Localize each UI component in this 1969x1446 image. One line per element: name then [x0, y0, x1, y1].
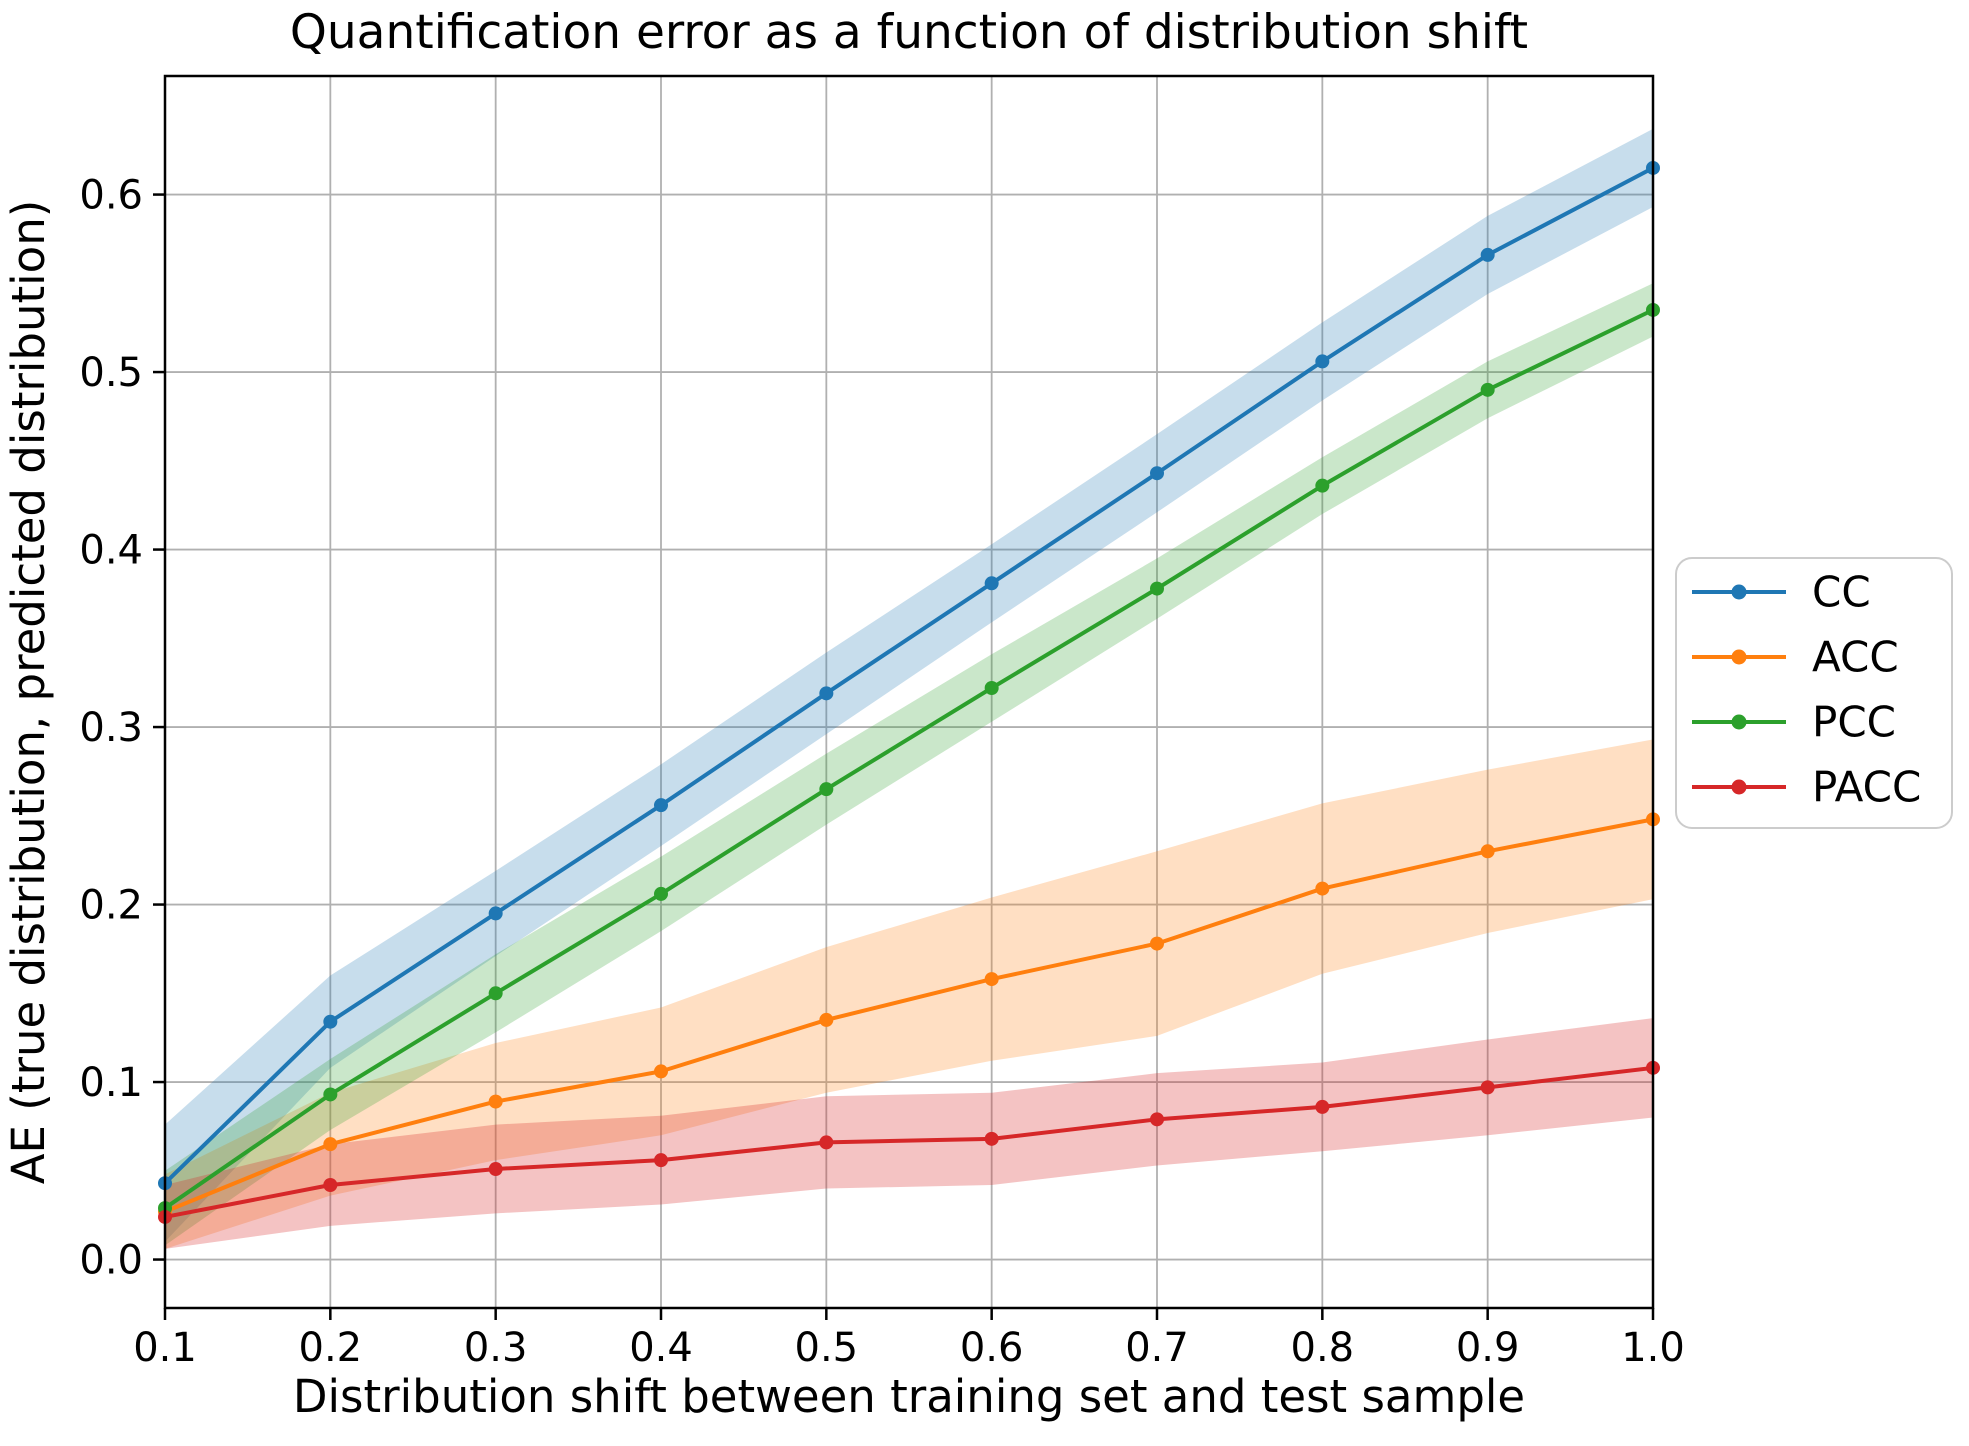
- y-tick-label-0.2: 0.2: [79, 883, 143, 929]
- y-axis-label: AE (true distribution, predicted distrib…: [2, 200, 55, 1185]
- marker-acc-x0.4: [654, 1064, 668, 1079]
- marker-cc-x0.2: [323, 1014, 338, 1029]
- marker-acc-x0.9: [1480, 844, 1495, 859]
- y-tick-label-0.4: 0.4: [79, 528, 143, 574]
- band-pacc: [165, 1018, 1653, 1249]
- plot-border: [163, 74, 1655, 1310]
- x-tick-label-0.4: 0.4: [629, 1325, 693, 1371]
- line-pacc: [163, 1065, 1655, 1219]
- marker-pcc-x0.9: [1480, 382, 1495, 397]
- marker-pcc-x0.7: [1150, 581, 1164, 596]
- legend-marker-pcc: [1731, 714, 1747, 730]
- marker-pacc-x0.7: [1150, 1112, 1164, 1127]
- legend-label-acc: ACC: [1812, 633, 1899, 682]
- legend-entry-acc: ACC: [1692, 633, 1899, 682]
- marker-cc-x0.4: [654, 798, 668, 813]
- marker-pcc-x0.4: [654, 886, 668, 901]
- marker-pacc-x0.6: [984, 1131, 999, 1146]
- legend-box: [1675, 557, 1953, 829]
- band-cc: [165, 128, 1653, 1242]
- axis-ticks: [153, 193, 1655, 1320]
- marker-cc-x0.7: [1150, 466, 1164, 481]
- y-tick-label-0.6: 0.6: [79, 173, 143, 219]
- x-tick-label-0.5: 0.5: [795, 1325, 859, 1371]
- legend-label-pacc: PACC: [1812, 763, 1921, 812]
- marker-pcc-x0.6: [984, 681, 999, 696]
- y-tick-label-0.5: 0.5: [79, 350, 143, 396]
- legend: CC ACC PCC PACC: [1675, 557, 1953, 829]
- confidence-bands: [165, 128, 1653, 1249]
- marker-cc-x0.6: [984, 576, 999, 591]
- x-tick-label-0.2: 0.2: [299, 1325, 363, 1371]
- x-tick-label-0.8: 0.8: [1291, 1325, 1355, 1371]
- marker-acc-x0.7: [1150, 936, 1164, 951]
- marker-acc-x0.5: [819, 1012, 834, 1027]
- legend-marker-pacc: [1731, 779, 1747, 795]
- legend-label-pcc: PCC: [1812, 698, 1896, 747]
- marker-pacc-x0.8: [1315, 1099, 1330, 1114]
- legend-entry-pacc: PACC: [1692, 763, 1921, 812]
- x-tick-label-0.7: 0.7: [1125, 1325, 1189, 1371]
- marker-cc-x0.5: [819, 686, 834, 701]
- legend-marker-acc: [1731, 649, 1747, 665]
- y-tick-label-0.0: 0.0: [79, 1238, 143, 1284]
- marker-acc-x0.8: [1315, 881, 1330, 896]
- band-acc: [165, 739, 1653, 1249]
- line-cc: [163, 165, 1655, 1186]
- marker-pacc-x0.4: [654, 1153, 668, 1168]
- line-pcc: [163, 307, 1655, 1211]
- x-tick-label-0.9: 0.9: [1456, 1325, 1520, 1371]
- x-tick-label-1.0: 1.0: [1621, 1325, 1685, 1371]
- legend-entry-pcc: PCC: [1692, 698, 1896, 747]
- marker-pcc-x0.3: [488, 986, 503, 1001]
- y-tick-label-0.1: 0.1: [79, 1060, 143, 1106]
- axis-tick-labels: 0.1 0.2 0.3 0.4 0.5 0.6 0.7 0.8 0.9 1.0 0.0 0.1 0.2 0…: [79, 173, 1684, 1371]
- legend-label-cc: CC: [1812, 568, 1871, 617]
- marker-pacc-x0.2: [323, 1177, 338, 1192]
- marker-pcc-x0.2: [323, 1087, 338, 1102]
- chart-title: Quantification error as a function of di…: [290, 5, 1528, 60]
- marker-pcc-x0.8: [1315, 478, 1330, 493]
- line-acc: [163, 817, 1655, 1214]
- x-tick-label-0.6: 0.6: [960, 1325, 1024, 1371]
- legend-entry-cc: CC: [1692, 568, 1871, 617]
- x-axis-label: Distribution shift between training set …: [293, 1370, 1525, 1423]
- band-pcc: [165, 283, 1653, 1246]
- marker-pacc-x0.5: [819, 1135, 834, 1150]
- marker-acc-x0.2: [323, 1137, 338, 1152]
- marker-acc-x0.6: [984, 972, 999, 987]
- marker-pacc-x0.9: [1480, 1080, 1495, 1095]
- marker-acc-x0.3: [488, 1094, 503, 1109]
- marker-cc-x0.8: [1315, 354, 1330, 369]
- y-tick-label-0.3: 0.3: [79, 705, 143, 751]
- marker-cc-x0.3: [488, 906, 503, 921]
- marker-cc-x0.9: [1480, 247, 1495, 262]
- marker-pcc-x0.5: [819, 782, 834, 797]
- marker-pacc-x0.3: [488, 1162, 503, 1177]
- legend-marker-cc: [1731, 584, 1747, 600]
- x-tick-label-0.3: 0.3: [464, 1325, 528, 1371]
- x-tick-label-0.1: 0.1: [133, 1325, 197, 1371]
